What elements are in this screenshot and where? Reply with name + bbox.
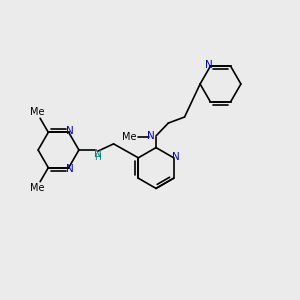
Text: N: N bbox=[205, 60, 213, 70]
Text: H: H bbox=[94, 153, 101, 162]
Text: N: N bbox=[66, 126, 74, 136]
Text: N: N bbox=[147, 131, 155, 141]
Text: Me: Me bbox=[122, 132, 136, 142]
Text: Me: Me bbox=[31, 107, 45, 117]
Text: N: N bbox=[66, 164, 74, 174]
Text: N: N bbox=[94, 149, 102, 159]
Text: Me: Me bbox=[31, 183, 45, 193]
Text: N: N bbox=[172, 152, 180, 162]
